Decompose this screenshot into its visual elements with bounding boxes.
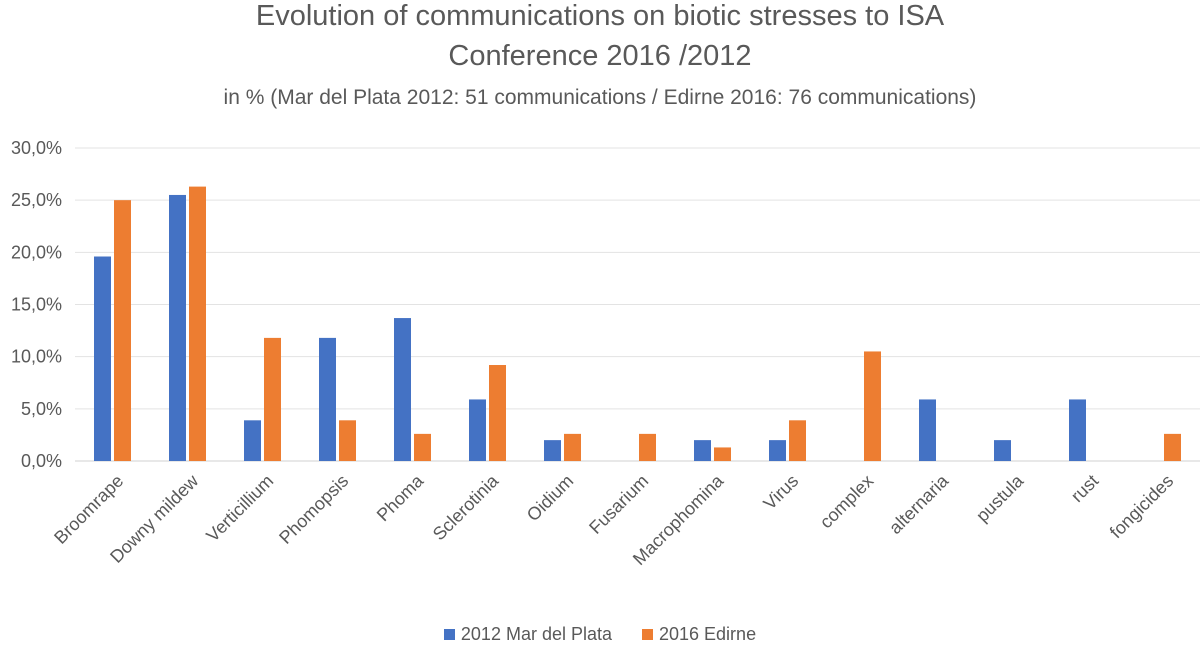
- x-category-label: pustula: [972, 470, 1028, 526]
- bar-2016-downy-mildew: [189, 186, 206, 461]
- y-tick-label: 25,0%: [11, 190, 62, 210]
- bar-2016-virus: [789, 420, 806, 461]
- legend-swatch-2016: [642, 629, 653, 640]
- bar-2016-sclerotinia: [489, 365, 506, 461]
- bar-2012-pustula: [994, 440, 1011, 461]
- chart-subtitle: in % (Mar del Plata 2012: 51 communicati…: [223, 86, 977, 109]
- bar-2016-fusarium: [639, 433, 656, 461]
- bar-2016-macrophomina: [714, 447, 731, 461]
- x-category-label: Sclerotinia: [429, 470, 503, 544]
- x-category-label: alternaria: [885, 470, 953, 538]
- bar-2012-oidium: [544, 440, 561, 461]
- chart-title-line-2: Conference 2016 /2012: [448, 40, 752, 72]
- bar-2012-alternaria: [919, 399, 936, 461]
- bar-2016-broomrape: [114, 200, 131, 461]
- x-category-label: Phoma: [373, 470, 428, 525]
- legend-label-2016: 2016 Edirne: [659, 624, 757, 644]
- legend: 2012 Mar del Plata 2016 Edirne: [0, 624, 1200, 645]
- x-category-label: fongicides: [1106, 471, 1177, 542]
- legend-swatch-2012: [443, 629, 455, 640]
- x-category-label: Oidium: [523, 471, 577, 525]
- bar-2016-phomopsis: [339, 420, 356, 461]
- bar-chart: 0,0% 5,0% 10,0% 15,0% 20,0% 25,0% 30,0% Broomra…: [11, 138, 1200, 569]
- bar-2012-macrophomina: [694, 440, 711, 461]
- bar-2016-fongicides: [1164, 433, 1181, 461]
- x-category-label: Phomopsis: [275, 471, 352, 548]
- bar-2012-sclerotinia: [469, 399, 486, 461]
- bar-2012-verticillium: [244, 420, 261, 461]
- x-category-label: Verticillium: [202, 471, 277, 546]
- bar-2012-phomopsis: [319, 337, 336, 461]
- bar-2012-phoma: [394, 318, 411, 461]
- y-tick-label: 0,0%: [21, 451, 62, 471]
- bar-2012-virus: [769, 440, 786, 461]
- legend-label-2012: 2012 Mar del Plata: [460, 624, 612, 644]
- bar-2016-verticillium: [264, 337, 281, 461]
- bar-2012-broomrape: [94, 256, 111, 461]
- y-tick-label: 15,0%: [11, 295, 62, 315]
- bar-2012-downy-mildew: [169, 194, 186, 461]
- x-category-label: Fusarium: [585, 471, 652, 538]
- y-tick-label: 10,0%: [11, 347, 62, 367]
- y-tick-label: 30,0%: [11, 138, 62, 158]
- y-tick-label: 5,0%: [21, 399, 62, 419]
- chart-title-line-1: Evolution of communications on biotic st…: [255, 0, 945, 32]
- bar-2016-complex: [864, 351, 881, 461]
- y-tick-label: 20,0%: [11, 242, 62, 262]
- bar-2016-phoma: [414, 433, 431, 461]
- x-category-label: Broomrape: [50, 471, 127, 548]
- x-category-label: complex: [816, 471, 878, 533]
- legend-item-2012: 2012 Mar del Plata: [443, 624, 612, 645]
- x-category-label: rust: [1067, 471, 1102, 506]
- bar-2016-oidium: [564, 433, 581, 461]
- legend-item-2016: 2016 Edirne: [642, 624, 756, 645]
- x-category-label: Virus: [759, 471, 802, 514]
- bar-2012-rust: [1069, 399, 1086, 461]
